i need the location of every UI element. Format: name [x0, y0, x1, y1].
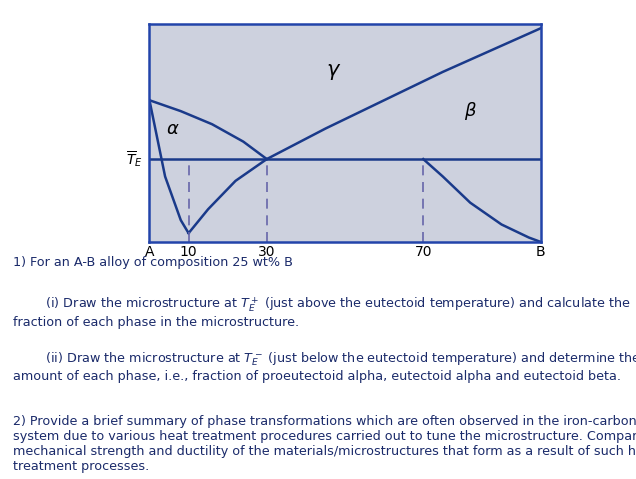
Text: $\overline{T}_E$: $\overline{T}_E$: [127, 149, 143, 169]
Text: 1) For an A-B alloy of composition 25 wt% B: 1) For an A-B alloy of composition 25 wt…: [13, 256, 293, 269]
Text: $\alpha$: $\alpha$: [166, 120, 180, 137]
Text: 2) Provide a brief summary of phase transformations which are often observed in : 2) Provide a brief summary of phase tran…: [13, 415, 636, 473]
Text: (i) Draw the microstructure at $T_E^+$ (just above the eutectoid temperature) an: (i) Draw the microstructure at $T_E^+$ (…: [13, 295, 630, 329]
Text: (ii) Draw the microstructure at $T_E^-$ (just below the eutectoid temperature) a: (ii) Draw the microstructure at $T_E^-$ …: [13, 350, 636, 383]
Text: $\gamma$: $\gamma$: [326, 62, 341, 82]
Text: $\beta$: $\beta$: [464, 100, 476, 122]
